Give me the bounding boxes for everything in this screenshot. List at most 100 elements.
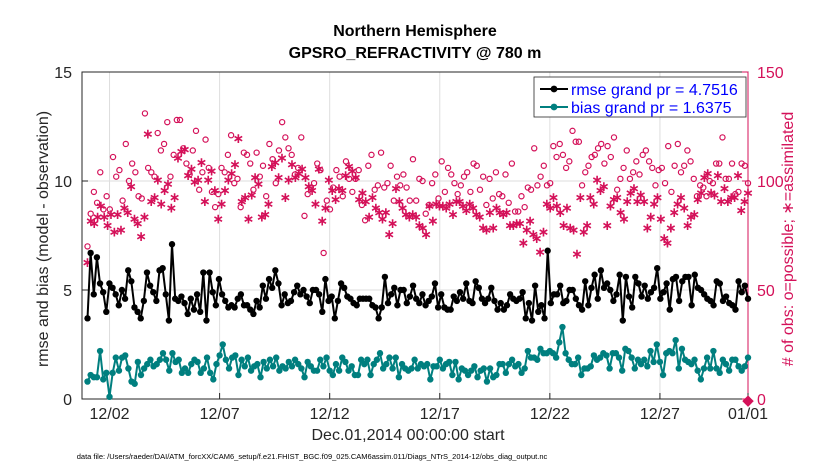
bias-point (93, 374, 101, 381)
possible-obs-marker (384, 179, 391, 187)
rmse-point (375, 315, 382, 322)
assimilated-obs-marker: ∗ (501, 204, 513, 220)
bias-point (383, 360, 390, 368)
bias-point (329, 371, 337, 379)
assimilated-obs-marker: ∗ (524, 213, 536, 229)
rmse-point (275, 280, 282, 287)
possible-obs-marker (492, 169, 500, 176)
rmse-point (306, 299, 313, 307)
rmse-point (741, 282, 749, 289)
possible-obs-marker (183, 160, 190, 167)
possible-obs-marker (259, 162, 267, 169)
possible-obs-marker (122, 140, 129, 148)
possible-obs-marker (349, 188, 356, 196)
possible-obs-marker (623, 147, 630, 154)
bias-point (647, 347, 654, 355)
assimilated-obs-marker: ∗ (598, 178, 610, 194)
possible-obs-marker (441, 188, 449, 196)
assimilated-obs-marker: ∗ (544, 200, 556, 216)
assimilated-obs-marker: ∗ (377, 211, 389, 227)
bias-point (166, 367, 173, 374)
possible-obs-marker (719, 134, 726, 141)
assimilated-obs-marker: ∗ (528, 226, 540, 242)
assimilated-obs-marker: ∗ (517, 235, 529, 251)
rmse-point (315, 291, 323, 298)
assimilated-obs-marker: ∗ (249, 169, 261, 185)
bias-point (524, 347, 532, 355)
bias-point (100, 376, 107, 383)
assimilated-obs-marker: ∗ (373, 204, 385, 220)
rmse-point (494, 306, 501, 313)
possible-obs-marker (690, 175, 697, 183)
rmse-point (409, 282, 417, 289)
bias-point (606, 365, 613, 372)
rmse-point (428, 293, 436, 300)
x-axis-label: Dec.01,2014 00:00:00 start (311, 427, 505, 444)
possible-obs-marker (741, 162, 749, 169)
assimilated-obs-marker: ∗ (625, 184, 637, 200)
assimilated-obs-marker: ∗ (461, 202, 473, 218)
possible-obs-marker (393, 173, 401, 180)
bias-point (716, 369, 723, 377)
rmse-point (688, 302, 695, 309)
bias-point (125, 365, 132, 372)
rmse-point (112, 291, 119, 298)
rmse-point (535, 308, 542, 315)
rmse-point (384, 299, 392, 307)
possible-obs-marker (521, 203, 528, 211)
possible-obs-marker (189, 147, 197, 154)
assimilated-obs-marker: ∗ (648, 195, 660, 211)
possible-obs-marker (444, 164, 452, 172)
rmse-point (610, 297, 617, 305)
bias-point (112, 354, 120, 361)
possible-obs-marker (355, 166, 362, 174)
possible-obs-marker (93, 199, 101, 206)
assimilated-obs-marker: ∗ (149, 189, 161, 205)
assimilated-obs-marker: ∗ (568, 221, 580, 237)
possible-obs-marker (550, 142, 557, 150)
legend-bias-marker (550, 103, 558, 111)
rmse-point (222, 297, 229, 305)
rmse-point (657, 295, 664, 302)
possible-obs-marker (677, 169, 685, 176)
rmse-point (569, 286, 576, 294)
x-tick-label: 12/22 (530, 406, 570, 423)
assimilated-obs-marker: ∗ (380, 204, 392, 220)
rmse-point (660, 288, 667, 296)
rmse-point (124, 267, 132, 274)
rmse-point (237, 291, 245, 298)
possible-obs-marker (84, 243, 91, 250)
bias-point (694, 367, 701, 374)
bias-point (216, 352, 223, 359)
assimilated-obs-marker: ∗ (595, 182, 607, 198)
y-tick-label-right: 100 (757, 174, 784, 191)
assimilated-obs-marker: ∗ (561, 200, 573, 216)
bias-point (395, 374, 403, 381)
rmse-point (187, 295, 195, 302)
possible-obs-marker (419, 177, 426, 185)
possible-obs-marker (103, 193, 110, 200)
assimilated-obs-marker: ∗ (273, 169, 285, 185)
rmse-point (447, 306, 454, 313)
rmse-point (607, 286, 614, 294)
assimilated-obs-marker: ∗ (427, 213, 439, 229)
bias-point (203, 354, 211, 361)
assimilated-obs-marker: ∗ (548, 189, 560, 205)
possible-obs-marker (339, 193, 346, 200)
assimilated-obs-marker: ∗ (306, 182, 318, 198)
rmse-point (303, 293, 310, 300)
assimilated-obs-marker: ∗ (256, 208, 268, 224)
bias-point (423, 360, 431, 368)
rmse-point (585, 302, 592, 309)
possible-obs-marker (613, 186, 621, 193)
possible-obs-marker (243, 151, 251, 159)
y-tick-label-right: 50 (757, 283, 775, 300)
assimilated-obs-marker: ∗ (115, 221, 127, 237)
possible-obs-marker (629, 169, 637, 176)
possible-obs-marker (502, 171, 509, 178)
bias-point (364, 356, 371, 363)
possible-obs-marker (562, 164, 570, 172)
assimilated-obs-marker: ∗ (719, 180, 731, 196)
possible-obs-marker (323, 197, 331, 204)
rmse-point (146, 282, 154, 289)
